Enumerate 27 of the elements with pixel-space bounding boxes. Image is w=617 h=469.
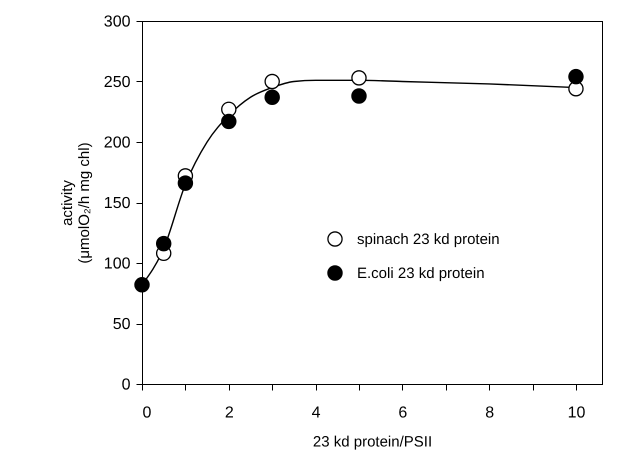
x-tick-label: 10: [568, 404, 586, 422]
y-tick-label: 300: [104, 14, 131, 30]
y-tick-label: 150: [104, 195, 131, 212]
x-tick-label: 6: [398, 404, 408, 422]
legend-label: E.coli 23 kd protein: [357, 265, 485, 282]
y-axis-title: activity (μmolO₂/h mg chl): [58, 142, 93, 264]
x-tick-label: 0: [142, 404, 152, 422]
x-tick-label: 2: [224, 404, 234, 422]
point: [264, 90, 280, 105]
point: [221, 102, 237, 118]
y-tick-label: 250: [104, 74, 131, 91]
y-tick-label: 200: [104, 134, 131, 152]
y-tick-label: 0: [122, 376, 131, 394]
point: [264, 74, 280, 90]
x-tick-label: 4: [312, 404, 321, 422]
point: [351, 88, 367, 104]
x-tick-label: 8: [485, 404, 494, 422]
x-axis-title: 23 kd protein/PSII: [312, 434, 432, 450]
y-tick-label: 100: [104, 256, 131, 272]
point: [568, 68, 584, 84]
point: [134, 277, 150, 292]
point: [351, 70, 367, 86]
y-tick-label: 50: [112, 316, 131, 333]
legend-label: spinach 23 kd protein: [357, 231, 500, 248]
point: [156, 236, 172, 252]
point: [221, 114, 237, 130]
point: [178, 175, 194, 191]
